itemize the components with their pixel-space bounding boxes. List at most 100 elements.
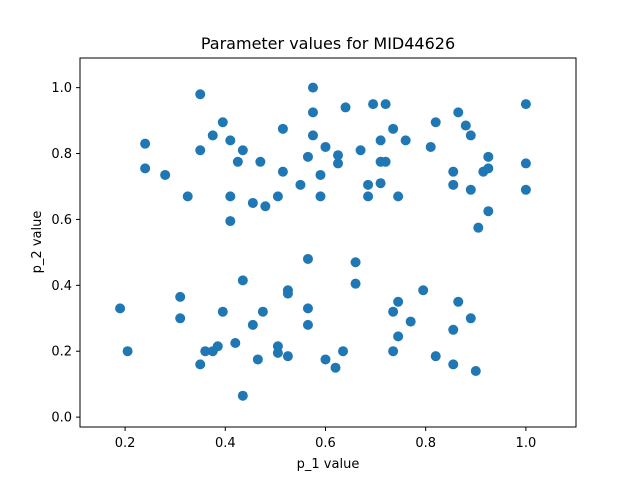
- data-point: [380, 99, 391, 110]
- data-point: [282, 351, 293, 362]
- y-tick-label: 1.0: [51, 81, 72, 96]
- y-tick-label: 0.8: [51, 147, 72, 162]
- data-point: [453, 296, 464, 307]
- data-point: [393, 191, 404, 202]
- data-point: [140, 138, 151, 149]
- x-tick-label: 0.2: [115, 436, 136, 451]
- plot-frame: [79, 57, 577, 428]
- data-point: [195, 89, 206, 100]
- data-point: [272, 347, 283, 358]
- y-tick-label: 0.6: [51, 213, 72, 228]
- data-point: [330, 362, 341, 373]
- data-point: [225, 135, 236, 146]
- data-point: [122, 346, 133, 357]
- x-tick-label: 0.8: [415, 436, 436, 451]
- data-point: [333, 150, 344, 161]
- data-point: [350, 257, 361, 268]
- data-point: [277, 166, 288, 177]
- data-point: [393, 296, 404, 307]
- data-point: [237, 390, 248, 401]
- data-point: [260, 201, 271, 212]
- data-point: [212, 341, 223, 352]
- data-point: [272, 191, 283, 202]
- data-point: [302, 303, 313, 314]
- data-point: [340, 102, 351, 113]
- data-point: [375, 178, 386, 189]
- x-axis: 0.2 0.4 0.6 0.8 1.0: [115, 427, 536, 451]
- data-point: [483, 163, 494, 174]
- y-axis-label: p_2 value: [30, 211, 45, 274]
- data-point: [302, 253, 313, 264]
- data-point: [237, 145, 248, 156]
- data-point: [320, 141, 331, 152]
- data-point: [425, 141, 436, 152]
- data-point: [195, 359, 206, 370]
- data-point: [175, 313, 186, 324]
- data-point: [247, 197, 258, 208]
- data-point: [448, 179, 459, 190]
- data-point: [418, 285, 429, 296]
- data-point: [448, 166, 459, 177]
- data-point: [460, 120, 471, 131]
- data-point: [315, 191, 326, 202]
- data-points: [115, 82, 531, 401]
- y-tick-label: 0.2: [51, 345, 72, 360]
- data-point: [307, 107, 318, 118]
- data-point: [115, 303, 126, 314]
- x-tick-label: 1.0: [516, 436, 537, 451]
- data-point: [448, 359, 459, 370]
- data-point: [363, 179, 374, 190]
- data-point: [363, 191, 374, 202]
- data-point: [295, 179, 306, 190]
- data-point: [225, 191, 236, 202]
- x-axis-label: p_1 value: [297, 457, 360, 472]
- data-point: [195, 145, 206, 156]
- data-point: [465, 130, 476, 141]
- data-point: [380, 156, 391, 167]
- data-point: [230, 337, 241, 348]
- data-point: [302, 319, 313, 330]
- y-tick-label: 0.4: [51, 279, 72, 294]
- data-point: [453, 107, 464, 118]
- data-point: [393, 331, 404, 342]
- data-point: [237, 275, 248, 286]
- data-point: [307, 130, 318, 141]
- data-point: [207, 130, 218, 141]
- data-point: [217, 117, 228, 128]
- data-point: [200, 346, 211, 357]
- data-point: [520, 158, 531, 169]
- data-point: [350, 278, 361, 289]
- data-point: [182, 191, 193, 202]
- data-point: [430, 351, 441, 362]
- data-point: [338, 346, 349, 357]
- y-axis: 0.0 0.2 0.4 0.6 0.8 1.0: [51, 81, 80, 426]
- data-point: [405, 316, 416, 327]
- data-point: [473, 222, 484, 233]
- data-point: [232, 156, 243, 167]
- y-tick-label: 0.0: [51, 411, 72, 426]
- data-point: [252, 354, 263, 365]
- data-point: [520, 99, 531, 110]
- chart-title: Parameter values for MID44626: [201, 34, 455, 53]
- data-point: [277, 123, 288, 134]
- data-point: [375, 135, 386, 146]
- data-point: [307, 82, 318, 93]
- data-point: [430, 117, 441, 128]
- data-point: [355, 145, 366, 156]
- data-point: [483, 151, 494, 162]
- data-point: [388, 346, 399, 357]
- data-point: [448, 324, 459, 335]
- data-point: [302, 151, 313, 162]
- data-point: [225, 216, 236, 227]
- data-point: [388, 306, 399, 317]
- data-point: [388, 123, 399, 134]
- x-tick-label: 0.6: [315, 436, 336, 451]
- data-point: [175, 291, 186, 302]
- data-point: [400, 135, 411, 146]
- data-point: [465, 313, 476, 324]
- data-point: [333, 158, 344, 169]
- x-tick-label: 0.4: [215, 436, 236, 451]
- data-point: [315, 169, 326, 180]
- data-point: [282, 288, 293, 299]
